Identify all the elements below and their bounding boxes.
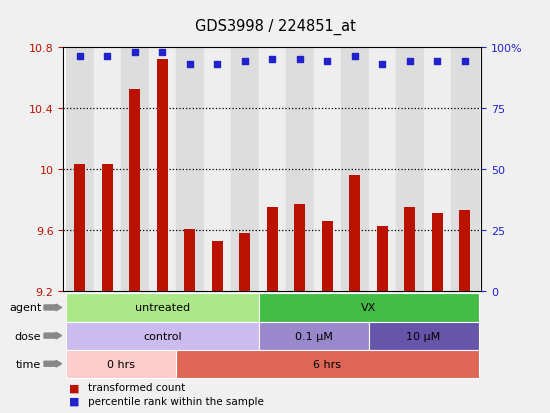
Bar — [341, 47, 368, 292]
Bar — [286, 47, 313, 292]
Bar — [294, 204, 305, 292]
Bar — [239, 234, 250, 292]
Bar — [396, 47, 424, 292]
Point — [323, 59, 332, 65]
Point — [130, 49, 139, 56]
Bar — [129, 90, 140, 292]
Text: control: control — [143, 331, 182, 341]
Bar — [231, 47, 258, 292]
Bar — [157, 60, 168, 292]
Bar — [377, 226, 388, 292]
Point — [240, 59, 249, 65]
Point — [295, 57, 304, 63]
Bar — [451, 47, 478, 292]
Bar — [176, 47, 204, 292]
Bar — [204, 47, 231, 292]
Bar — [368, 47, 396, 292]
Point — [213, 61, 222, 68]
Text: untreated: untreated — [135, 303, 190, 313]
Bar — [404, 208, 415, 292]
Point — [460, 59, 469, 65]
Bar — [121, 47, 148, 292]
Point — [158, 49, 167, 56]
Bar — [424, 47, 451, 292]
Point — [378, 61, 387, 68]
Bar — [322, 221, 333, 292]
Bar — [102, 165, 113, 292]
Text: GDS3998 / 224851_at: GDS3998 / 224851_at — [195, 19, 355, 35]
Bar — [314, 47, 341, 292]
Point — [433, 59, 442, 65]
Text: 0.1 μM: 0.1 μM — [295, 331, 332, 341]
Point — [103, 54, 112, 61]
Text: transformed count: transformed count — [88, 382, 185, 392]
Text: agent: agent — [9, 303, 41, 313]
Bar — [258, 47, 286, 292]
Bar — [74, 165, 85, 292]
Bar — [267, 208, 278, 292]
Text: 6 hrs: 6 hrs — [314, 359, 341, 369]
Text: ■: ■ — [69, 382, 79, 392]
Point — [185, 61, 194, 68]
Text: 0 hrs: 0 hrs — [107, 359, 135, 369]
Bar — [212, 241, 223, 292]
Text: VX: VX — [361, 303, 376, 313]
Bar — [432, 214, 443, 292]
Bar — [66, 47, 94, 292]
Bar — [459, 211, 470, 292]
Point — [268, 57, 277, 63]
Text: dose: dose — [15, 331, 41, 341]
Point — [350, 54, 359, 61]
Text: percentile rank within the sample: percentile rank within the sample — [88, 396, 264, 406]
Bar — [148, 47, 176, 292]
Point — [405, 59, 414, 65]
Text: time: time — [16, 359, 41, 369]
Bar — [349, 176, 360, 292]
Point — [75, 54, 84, 61]
Text: ■: ■ — [69, 396, 79, 406]
Bar — [184, 229, 195, 292]
Text: 10 μM: 10 μM — [406, 331, 441, 341]
Bar — [94, 47, 121, 292]
